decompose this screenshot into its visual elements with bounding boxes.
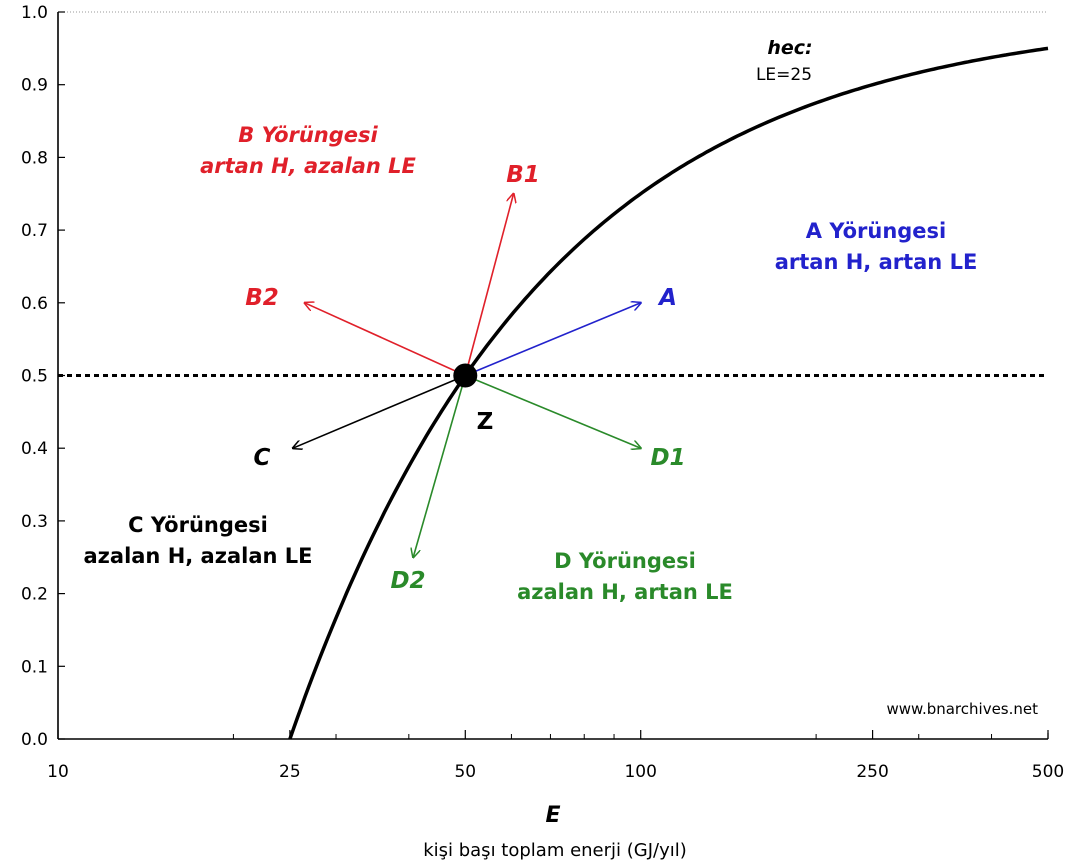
arrow-a (464, 303, 640, 377)
arrow-d1 (464, 374, 640, 449)
curve-sublabel: LE=25 (756, 65, 812, 85)
arrow-b1 (464, 194, 513, 376)
x-axis-subtitle: kişi başı toplam enerji (GJ/yıl) (423, 840, 687, 861)
y-tick-label: 0.5 (21, 367, 48, 387)
x-tick-label: 25 (279, 762, 301, 782)
arrow-label-b1: B1 (506, 162, 540, 188)
y-tick-label: 0.9 (21, 76, 48, 96)
x-tick-label: 10 (47, 762, 69, 782)
y-tick-label: 0.4 (21, 439, 48, 459)
x-tick-label: 50 (454, 762, 476, 782)
x-tick-label: 100 (624, 762, 656, 782)
curve-label: hec: (767, 37, 812, 59)
region-title: C Yörüngesi (128, 513, 268, 537)
arrow-label-d2: D2 (390, 568, 425, 594)
watermark: www.bnarchives.net (887, 700, 1039, 718)
y-tick-label: 0.0 (21, 730, 48, 750)
arrows-layer (293, 194, 641, 558)
y-tick-label: 0.8 (21, 148, 48, 168)
arrow-c (293, 374, 466, 449)
arrow-label-a: A (657, 285, 677, 311)
point-z-label: Z (477, 409, 494, 435)
region-subtitle: artan H, azalan LE (200, 154, 416, 178)
y-tick-label: 0.6 (21, 294, 48, 314)
y-tick-label: 0.7 (21, 221, 48, 241)
y-tick-label: 1.0 (21, 3, 48, 23)
curve-layer (58, 46, 1049, 740)
y-tick-label: 0.1 (21, 657, 48, 677)
axes: 0.0 0.1 0.2 0.3 0.4 0.5 0.6 0.7 0.8 0.9 1.0 10 25 50 1… (21, 3, 1064, 782)
x-axis-title: E (545, 803, 560, 828)
y-tick-label: 0.3 (21, 512, 48, 532)
hec-curve (288, 46, 1049, 740)
arrow-label-b2: B2 (245, 285, 279, 311)
region-title: A Yörüngesi (806, 219, 947, 243)
x-tick-label: 500 (1032, 762, 1064, 782)
arrow-label-c: C (254, 445, 271, 471)
region-title: B Yörüngesi (238, 123, 378, 147)
arrow-label-d1: D1 (650, 445, 685, 471)
x-tick-label: 250 (856, 762, 888, 782)
region-subtitle: artan H, artan LE (775, 250, 978, 274)
region-title: D Yörüngesi (554, 549, 696, 573)
arrow-b2 (305, 303, 466, 377)
region-subtitle: azalan H, azalan LE (84, 544, 313, 568)
region-subtitle: azalan H, artan LE (517, 580, 733, 604)
point-z (453, 363, 478, 388)
arrow-d2 (413, 375, 467, 558)
y-tick-label: 0.2 (21, 585, 48, 605)
